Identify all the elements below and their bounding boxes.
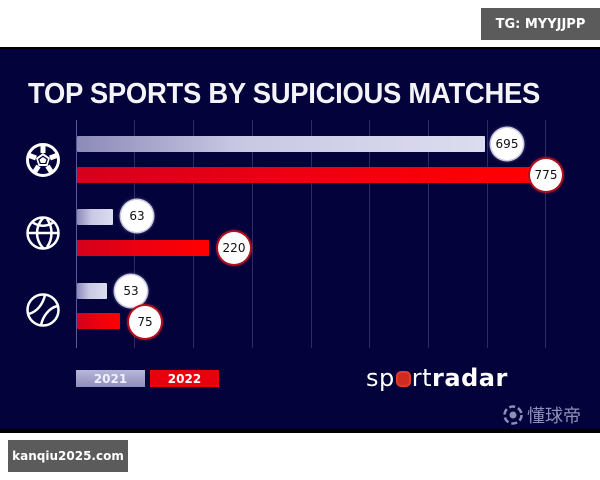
y-axis-line [76,120,77,348]
gridline [428,120,429,348]
data-label-basketball-2022: 220 [218,232,250,264]
data-label-football-2022: 775 [530,159,562,191]
logo-text-rt: rt [411,364,433,392]
bar-football-2021 [77,136,485,152]
gridline [134,120,135,348]
chart-title: TOP SPORTS BY SUPICIOUS MATCHES [28,78,540,110]
legend-item-2021: 2021 [76,370,145,387]
data-label-basketball-2021: 63 [121,200,153,232]
bar-basketball-2022 [77,240,209,256]
dongqiudi-watermark: 懂球帝 [503,402,581,428]
gridline [193,120,194,348]
gridline [252,120,253,348]
gridline [311,120,312,348]
bar-football-2022 [77,167,531,183]
gridline [545,120,546,348]
logo-text-sp: sp [366,364,395,392]
data-label-tennis-2022: 75 [129,306,161,338]
logo-o-mark [395,371,411,387]
bar-tennis-2021 [77,283,107,299]
tennis-ball-icon [26,293,60,327]
basketball-icon [26,216,60,250]
tg-watermark-badge: TG: MYYJJPP [481,8,600,40]
sportradar-logo: sp rtradar [366,364,508,392]
soccer-ball-icon [26,143,60,177]
bar-basketball-2021 [77,209,113,225]
gridline [369,120,370,348]
data-label-football-2021: 695 [491,128,523,160]
site-watermark-badge: kanqiu2025.com [8,440,128,472]
logo-text-radar: radar [432,364,508,392]
legend-item-2022: 2022 [150,370,219,387]
bar-tennis-2022 [77,313,120,329]
watermark-text: 懂球帝 [527,406,581,426]
ball-logo-icon [503,405,523,425]
gridline [487,120,488,348]
data-label-tennis-2021: 53 [115,275,147,307]
